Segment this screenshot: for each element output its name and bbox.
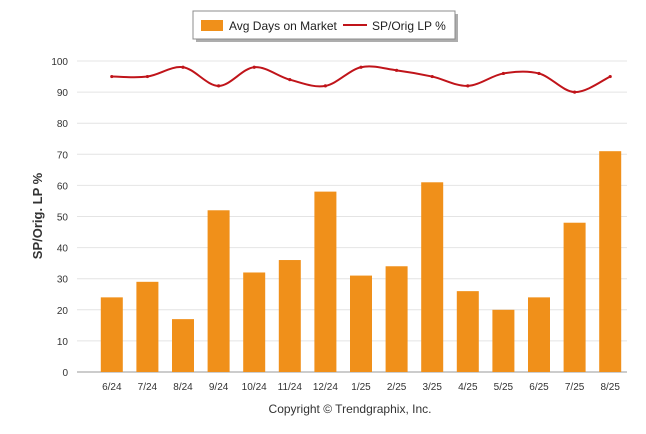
bar <box>492 309 515 372</box>
bar <box>350 275 372 372</box>
x-tick-label: 6/24 <box>102 382 122 393</box>
line-points <box>110 65 612 94</box>
line-point <box>181 65 185 69</box>
line-point <box>110 74 114 79</box>
x-tick-label: 5/25 <box>494 382 514 393</box>
line-point <box>359 65 363 69</box>
y-tick-label: 90 <box>57 88 69 99</box>
y-tick-label: 20 <box>57 306 69 317</box>
line-point <box>573 90 577 94</box>
x-tick-label: 7/24 <box>138 382 158 393</box>
line-point <box>466 84 470 88</box>
line-point <box>145 74 149 79</box>
bar <box>172 319 194 372</box>
x-tick-label: 3/25 <box>422 382 442 393</box>
x-tick-label: 2/25 <box>387 382 407 393</box>
legend-box <box>192 10 456 40</box>
y-tick-label: 10 <box>57 337 69 348</box>
y-axis-title: SP/Orig. LP % <box>30 172 45 259</box>
bar <box>243 272 266 372</box>
bar <box>599 151 622 372</box>
bar <box>207 210 230 372</box>
legend-swatch-bars <box>201 20 223 31</box>
x-axis-labels: 6/24 7/24 8/24 9/24 10/24 11/24 12/24 1/25 2/25 3… <box>102 382 620 393</box>
x-tick-label: 8/25 <box>600 382 620 393</box>
x-tick-label: 11/24 <box>278 382 303 393</box>
copyright: Copyright © Trendgraphix, Inc. <box>269 402 432 416</box>
bar <box>314 191 337 372</box>
y-axis-labels: 0 10 20 30 40 50 60 70 80 90 100 <box>51 57 68 379</box>
y-tick-label: 50 <box>57 213 69 224</box>
line-point <box>252 65 256 69</box>
line-point <box>608 74 612 79</box>
line-point <box>537 71 541 76</box>
x-tick-label: 6/25 <box>529 382 549 393</box>
bars <box>100 151 622 372</box>
line-point <box>501 71 505 76</box>
x-tick-label: 7/25 <box>565 382 585 393</box>
y-tick-label: 60 <box>57 181 69 192</box>
line-point <box>217 84 221 88</box>
y-tick-label: 100 <box>51 57 68 68</box>
y-tick-label: 80 <box>57 119 69 130</box>
y-tick-label: 30 <box>57 275 69 286</box>
x-tick-label: 1/25 <box>351 382 371 393</box>
legend: Avg Days on Market SP/Orig LP % <box>192 10 458 42</box>
bar <box>563 222 586 372</box>
x-tick-label: 12/24 <box>313 382 338 393</box>
y-tick-label: 40 <box>57 244 69 255</box>
bar <box>385 266 408 372</box>
x-tick-label: 9/24 <box>209 382 229 393</box>
sp-orig-lp-line <box>111 65 611 94</box>
line-point <box>288 78 292 82</box>
legend-label-bars: Avg Days on Market <box>229 19 337 33</box>
bar <box>278 260 301 372</box>
line-point <box>323 84 327 88</box>
bar <box>421 182 444 372</box>
y-tick-label: 70 <box>57 150 69 161</box>
bar <box>456 291 479 372</box>
line-point <box>395 68 399 72</box>
bar <box>100 297 123 372</box>
bar <box>528 297 550 372</box>
x-tick-label: 4/25 <box>458 382 478 393</box>
line-point <box>430 74 434 79</box>
legend-label-line: SP/Orig LP % <box>372 19 446 33</box>
y-tick-label: 0 <box>62 368 68 379</box>
x-tick-label: 10/24 <box>242 382 267 393</box>
bar <box>136 281 159 372</box>
x-tick-label: 8/24 <box>173 382 193 393</box>
